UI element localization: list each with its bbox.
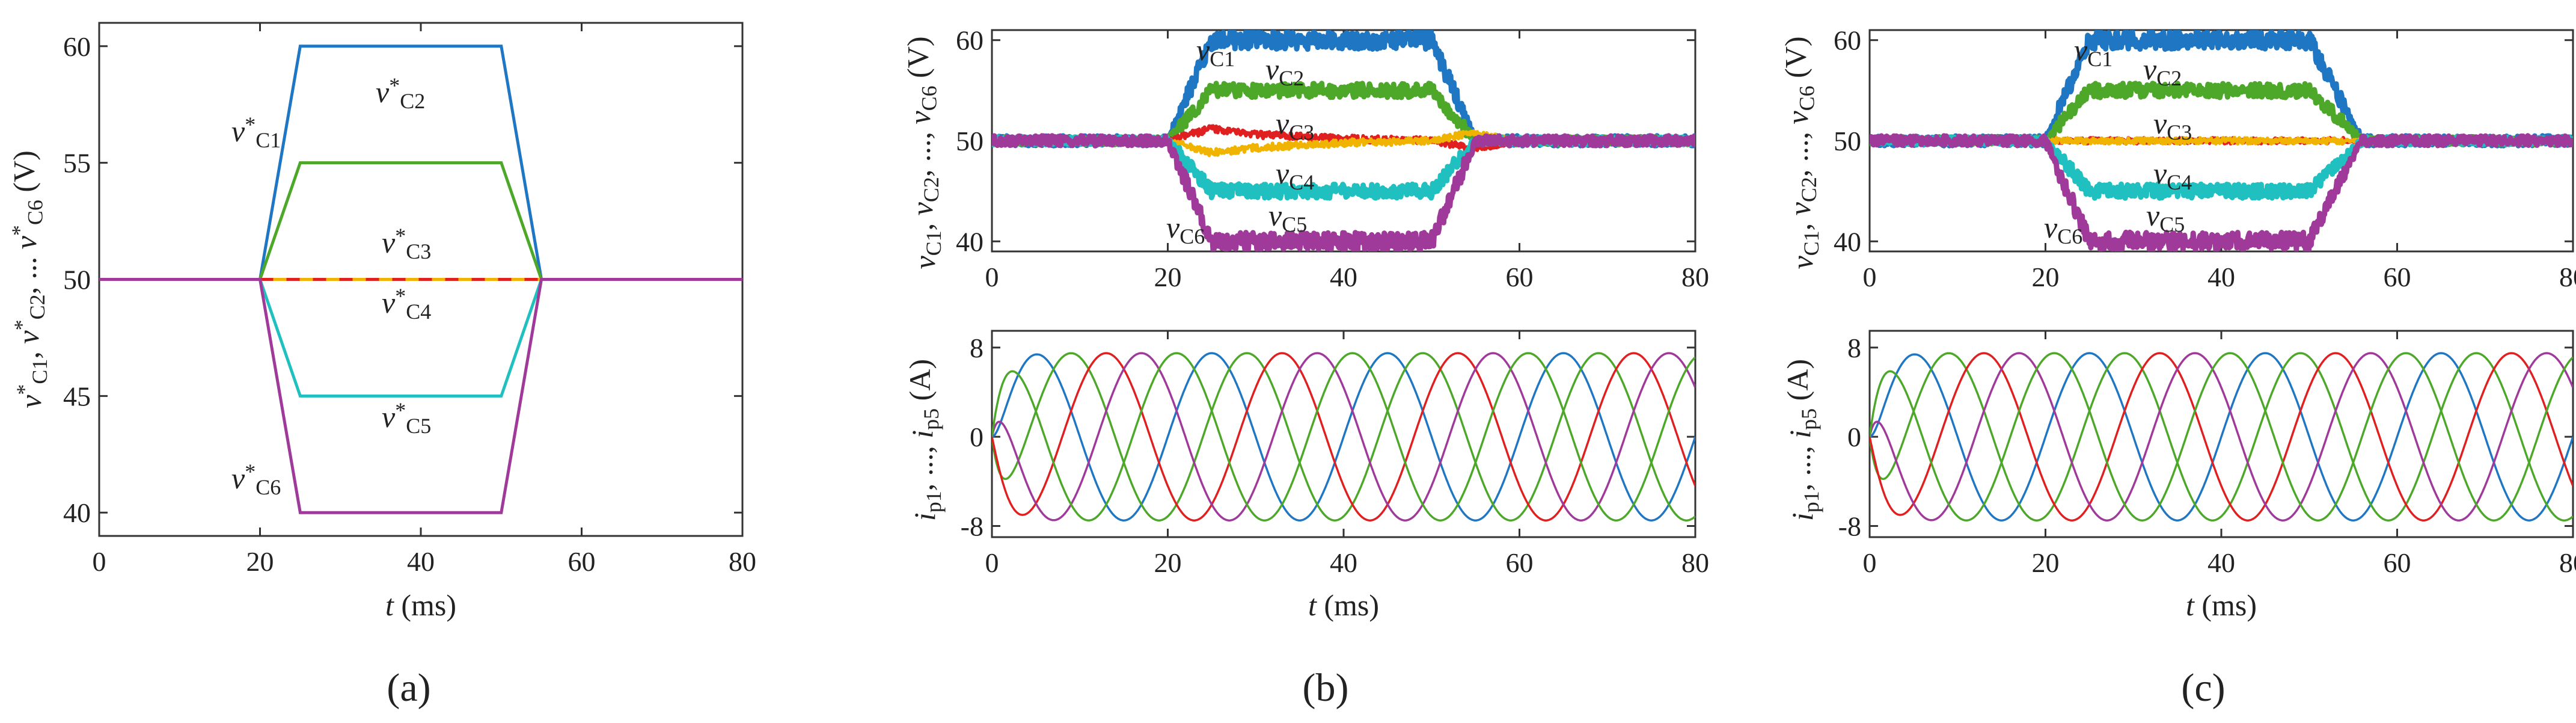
a-annotation-vref-c6: v*C6 [231, 460, 281, 499]
b-bottom-xtick-label: 80 [1681, 547, 1709, 578]
b-series-ip2 [992, 352, 1695, 521]
b-top-ytick-label: 40 [956, 226, 984, 257]
b-top-xtick-label: 0 [985, 262, 999, 292]
b-bottom-ylabel: ip1, ..., ip5 (A) [903, 359, 946, 521]
b-top-xtick-label: 60 [1506, 262, 1534, 292]
c-top-xtick-label: 0 [1863, 262, 1877, 292]
c-top-ytick-label: 40 [1834, 226, 1861, 257]
c-top-xtick-label: 20 [2032, 262, 2060, 292]
a-xlabel: t (ms) [385, 588, 456, 622]
b-top-xtick-label: 20 [1154, 262, 1182, 292]
c-bottom-ytick-label: -8 [1838, 511, 1861, 541]
b-bottom-xtick-label: 20 [1154, 547, 1182, 578]
b-panel-label: (b) [1303, 666, 1349, 710]
b-annotation-vc3: vC3 [1276, 106, 1314, 144]
b-series-ip1 [992, 352, 1695, 521]
c-top-xtick-label: 80 [2559, 262, 2576, 292]
b-top-ylabel: vC1, vC2, ..., vC6 (V) [901, 36, 946, 269]
c-series-vc6 [1870, 133, 2573, 251]
b-bottom-ytick-label: 8 [970, 333, 984, 363]
b-top-series-group [992, 30, 1695, 251]
c-bottom-ytick-label: 0 [1847, 422, 1861, 452]
b-annotation-vc6: vC6 [1166, 211, 1205, 248]
a-xtick-label: 20 [246, 546, 274, 577]
b-annotation-vc4: vC4 [1276, 156, 1314, 194]
a-panel-label: (a) [387, 666, 430, 710]
a-ytick-label: 45 [63, 381, 91, 411]
c-annotation-vc2: vC2 [2143, 52, 2182, 90]
b-bottom-ytick-label: -8 [961, 511, 984, 541]
a-xtick-label: 0 [93, 546, 106, 577]
c-annotation-vc5: vC5 [2146, 198, 2185, 236]
b-series-ip5 [992, 352, 1695, 521]
b-bottom-series-group [992, 352, 1695, 521]
c-top-ylabel: vC1, vC2, ..., vC6 (V) [1778, 36, 1823, 269]
b-annotation-vc2: vC2 [1265, 52, 1304, 90]
a-ylabel: v*C1, v*C2, ... v*C6 (V) [7, 150, 52, 408]
c-bottom-ylabel: ip1, ..., ip5 (A) [1781, 359, 1823, 521]
b-bottom-xtick-label: 40 [1330, 547, 1357, 578]
b-bottom-xtick-label: 60 [1506, 547, 1534, 578]
c-bottom-ytick-label: 8 [1847, 333, 1861, 363]
c-top-xtick-label: 60 [2384, 262, 2411, 292]
b-series-ip4 [992, 352, 1695, 521]
a-ytick-label: 60 [63, 31, 91, 62]
b-top-xtick-label: 80 [1681, 262, 1709, 292]
c-xlabel: t (ms) [2186, 588, 2257, 622]
b-top-xtick-label: 40 [1330, 262, 1357, 292]
a-ytick-label: 40 [63, 497, 91, 528]
a-series-vref-c6 [99, 278, 742, 514]
b-bottom-ytick-label: 0 [970, 422, 984, 452]
c-series-ip1 [1870, 352, 2573, 521]
a-series-vref-c5 [99, 278, 742, 398]
c-top-xtick-label: 40 [2207, 262, 2235, 292]
a-ytick-label: 50 [63, 265, 91, 295]
c-series-ip2 [1870, 352, 2573, 521]
b-top-ytick-label: 50 [956, 126, 984, 156]
b-annotation-vc1: vC1 [1196, 33, 1235, 71]
b-series-vc6 [992, 133, 1695, 251]
c-annotation-vc1: vC1 [2074, 33, 2113, 71]
a-annotation-vref-c1: v*C1 [231, 112, 281, 152]
c-annotation-vc3: vC3 [2153, 106, 2192, 144]
c-bottom-xtick-label: 0 [1863, 547, 1877, 578]
a-annotation-vref-c4: v*C4 [382, 284, 431, 324]
b-top-ytick-label: 60 [956, 25, 984, 56]
b-bottom-xtick-label: 0 [985, 547, 999, 578]
c-series-ip4 [1870, 352, 2573, 521]
c-series-ip5 [1870, 352, 2573, 521]
c-top-series-group [1870, 30, 2573, 251]
c-series-ip3 [1870, 352, 2573, 521]
c-annotation-vc4: vC4 [2153, 156, 2192, 194]
a-xtick-label: 80 [729, 546, 756, 577]
c-bottom-xtick-label: 20 [2032, 547, 2060, 578]
a-xtick-label: 40 [407, 546, 435, 577]
c-top-ytick-label: 60 [1834, 25, 1861, 56]
a-annotation-vref-c3: v*C3 [382, 224, 431, 263]
b-series-ip3 [992, 352, 1695, 521]
b-xlabel: t (ms) [1308, 588, 1379, 622]
c-panel-label: (c) [2181, 666, 2225, 710]
a-annotation-vref-c2: v*C2 [376, 73, 425, 113]
c-bottom-xtick-label: 80 [2559, 547, 2576, 578]
panel-a: 0 20 40 60 80 40 45 50 55 60 v*C1 v*C2 v*C3 v*C4 v*C5 v… [7, 22, 756, 710]
c-annotation-vc6: vC6 [2044, 211, 2082, 248]
c-bottom-series-group [1870, 352, 2573, 521]
a-ytick-label: 55 [63, 148, 91, 179]
c-top-ytick-label: 50 [1834, 126, 1861, 156]
b-annotation-vc5: vC5 [1268, 198, 1307, 236]
c-bottom-xtick-label: 40 [2207, 547, 2235, 578]
a-annotation-vref-c5: v*C5 [382, 398, 431, 438]
a-xtick-label: 60 [568, 546, 596, 577]
c-bottom-xtick-label: 60 [2384, 547, 2411, 578]
